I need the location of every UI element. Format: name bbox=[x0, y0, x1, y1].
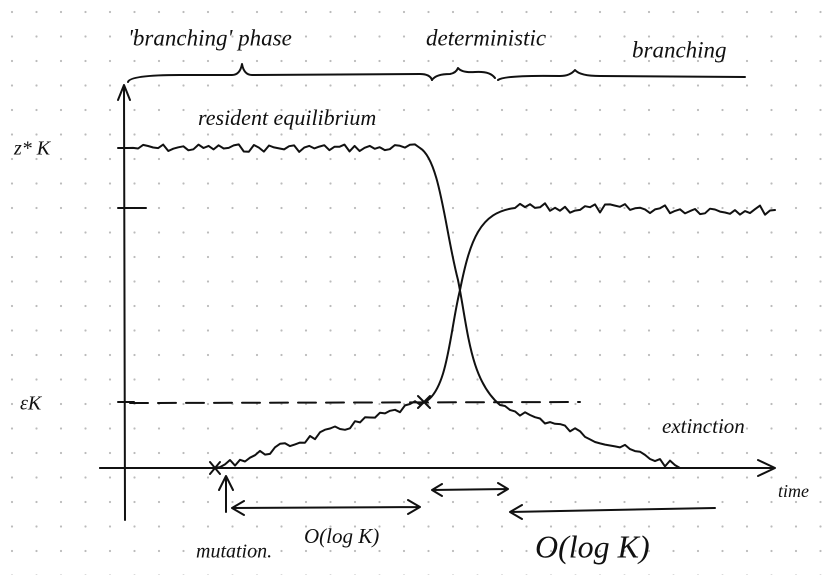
duration-label: O(log K) bbox=[535, 528, 650, 564]
phase-label: deterministic bbox=[426, 25, 546, 50]
mutant-curve bbox=[99, 202, 776, 469]
y-label: εK bbox=[20, 393, 43, 415]
phase-label: 'branching' phase bbox=[128, 25, 292, 50]
mutation-arrow bbox=[218, 475, 234, 513]
phase-label: branching bbox=[632, 37, 727, 62]
double-arrow bbox=[431, 482, 509, 497]
x-axis-label: time bbox=[778, 481, 809, 501]
dashed-level bbox=[129, 401, 581, 404]
brace bbox=[127, 63, 433, 83]
mutation-label: mutation. bbox=[196, 541, 272, 563]
cross-marks bbox=[209, 395, 431, 475]
double-arrow bbox=[231, 499, 421, 516]
y-label: z* K bbox=[13, 138, 52, 160]
extinction-label: extinction bbox=[662, 414, 745, 438]
resident-label: resident equilibrium bbox=[198, 105, 376, 130]
resident-curve bbox=[127, 143, 681, 469]
brace bbox=[497, 69, 746, 81]
brace bbox=[431, 67, 496, 81]
y-axis bbox=[117, 84, 131, 521]
duration-label: O(log K) bbox=[304, 524, 379, 548]
left-arrow bbox=[509, 504, 716, 520]
